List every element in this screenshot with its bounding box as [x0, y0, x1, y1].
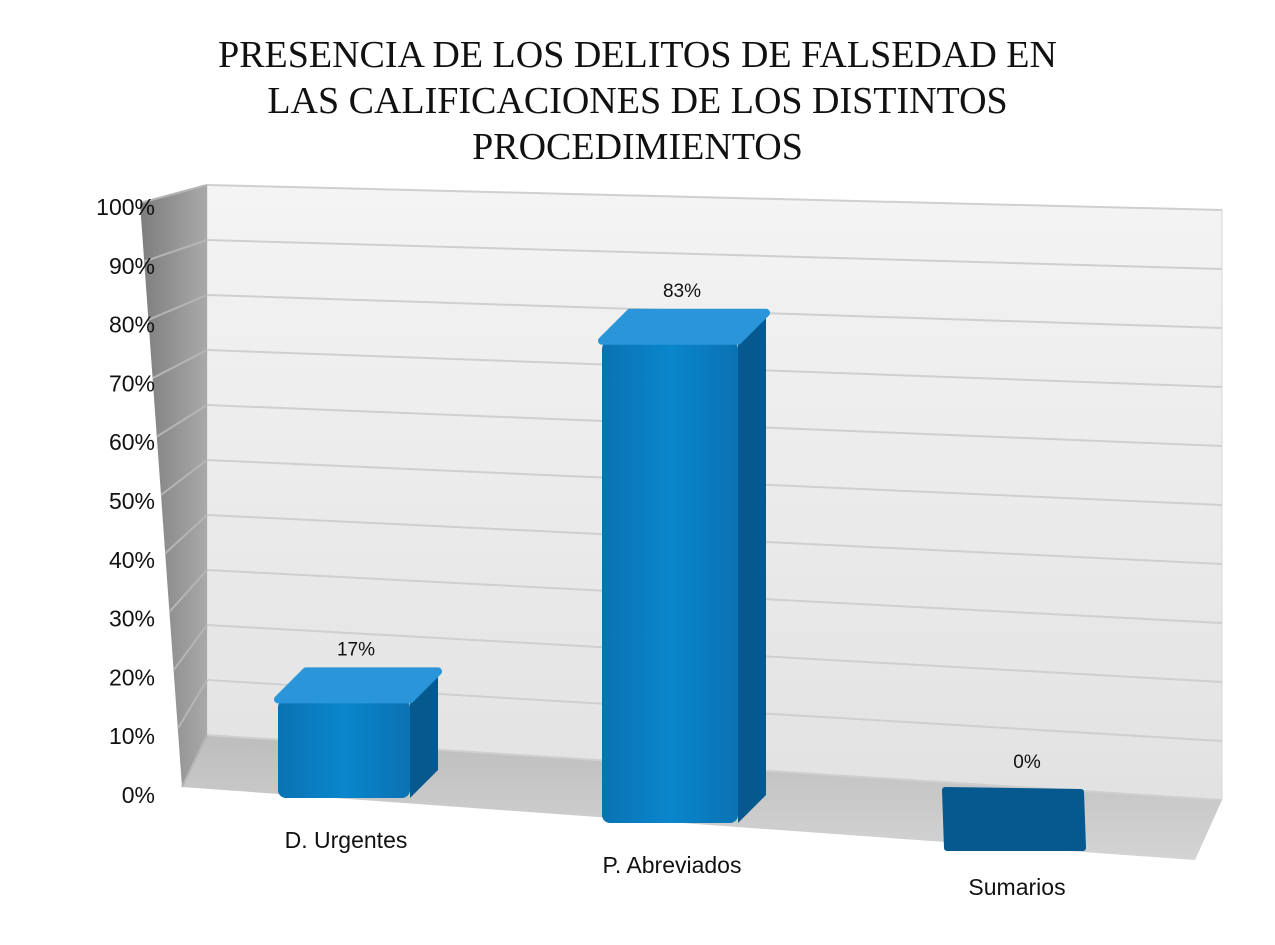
y-tick-label: 0% — [122, 782, 155, 808]
chart-title-line-3: PROCEDIMIENTOS — [472, 126, 803, 168]
gridline-side — [160, 459, 208, 496]
gridline — [206, 239, 1223, 270]
y-tick-label: 40% — [109, 547, 155, 573]
gridline-side — [156, 404, 208, 438]
gridline-side — [143, 239, 208, 263]
bar — [598, 308, 770, 823]
chart-title-line-1: PRESENCIA DE LOS DELITOS DE FALSEDAD EN — [218, 34, 1057, 76]
bar-side — [410, 671, 438, 798]
data-label: 17% — [337, 639, 375, 660]
gridline-side — [139, 184, 208, 204]
gridline-side — [168, 569, 208, 613]
bar-top — [598, 308, 770, 345]
y-tick-label: 100% — [96, 194, 155, 220]
gridline-side — [181, 734, 208, 788]
bar-front — [602, 340, 738, 823]
bar — [274, 667, 442, 798]
gridline-side — [164, 514, 208, 555]
gridline-side — [152, 349, 208, 380]
bar-front — [278, 699, 410, 798]
x-category-label: Sumarios — [968, 874, 1065, 900]
bar-flat — [942, 787, 1086, 851]
y-tick-label: 10% — [109, 723, 155, 749]
bar — [942, 787, 1086, 851]
gridline-side — [176, 679, 208, 730]
y-tick-label: 90% — [109, 253, 155, 279]
chart-title: PRESENCIA DE LOS DELITOS DE FALSEDAD EN … — [0, 32, 1275, 170]
x-category-label: P. Abreviados — [603, 852, 742, 878]
x-category-label: D. Urgentes — [285, 827, 408, 853]
data-label: 0% — [1013, 752, 1041, 773]
y-tick-label: 60% — [109, 429, 155, 455]
gridline — [206, 184, 1223, 211]
y-tick-label: 50% — [109, 488, 155, 514]
y-tick-label: 30% — [109, 606, 155, 632]
y-tick-label: 80% — [109, 312, 155, 338]
data-label: 83% — [663, 281, 701, 302]
bar-side — [738, 312, 766, 823]
bar-top — [274, 667, 442, 704]
gridline-side — [148, 294, 208, 321]
gridline-side — [172, 624, 208, 671]
chart-title-line-2: LAS CALIFICACIONES DE LOS DISTINTOS — [267, 80, 1008, 122]
y-tick-label: 20% — [109, 664, 155, 690]
y-tick-label: 70% — [109, 370, 155, 396]
